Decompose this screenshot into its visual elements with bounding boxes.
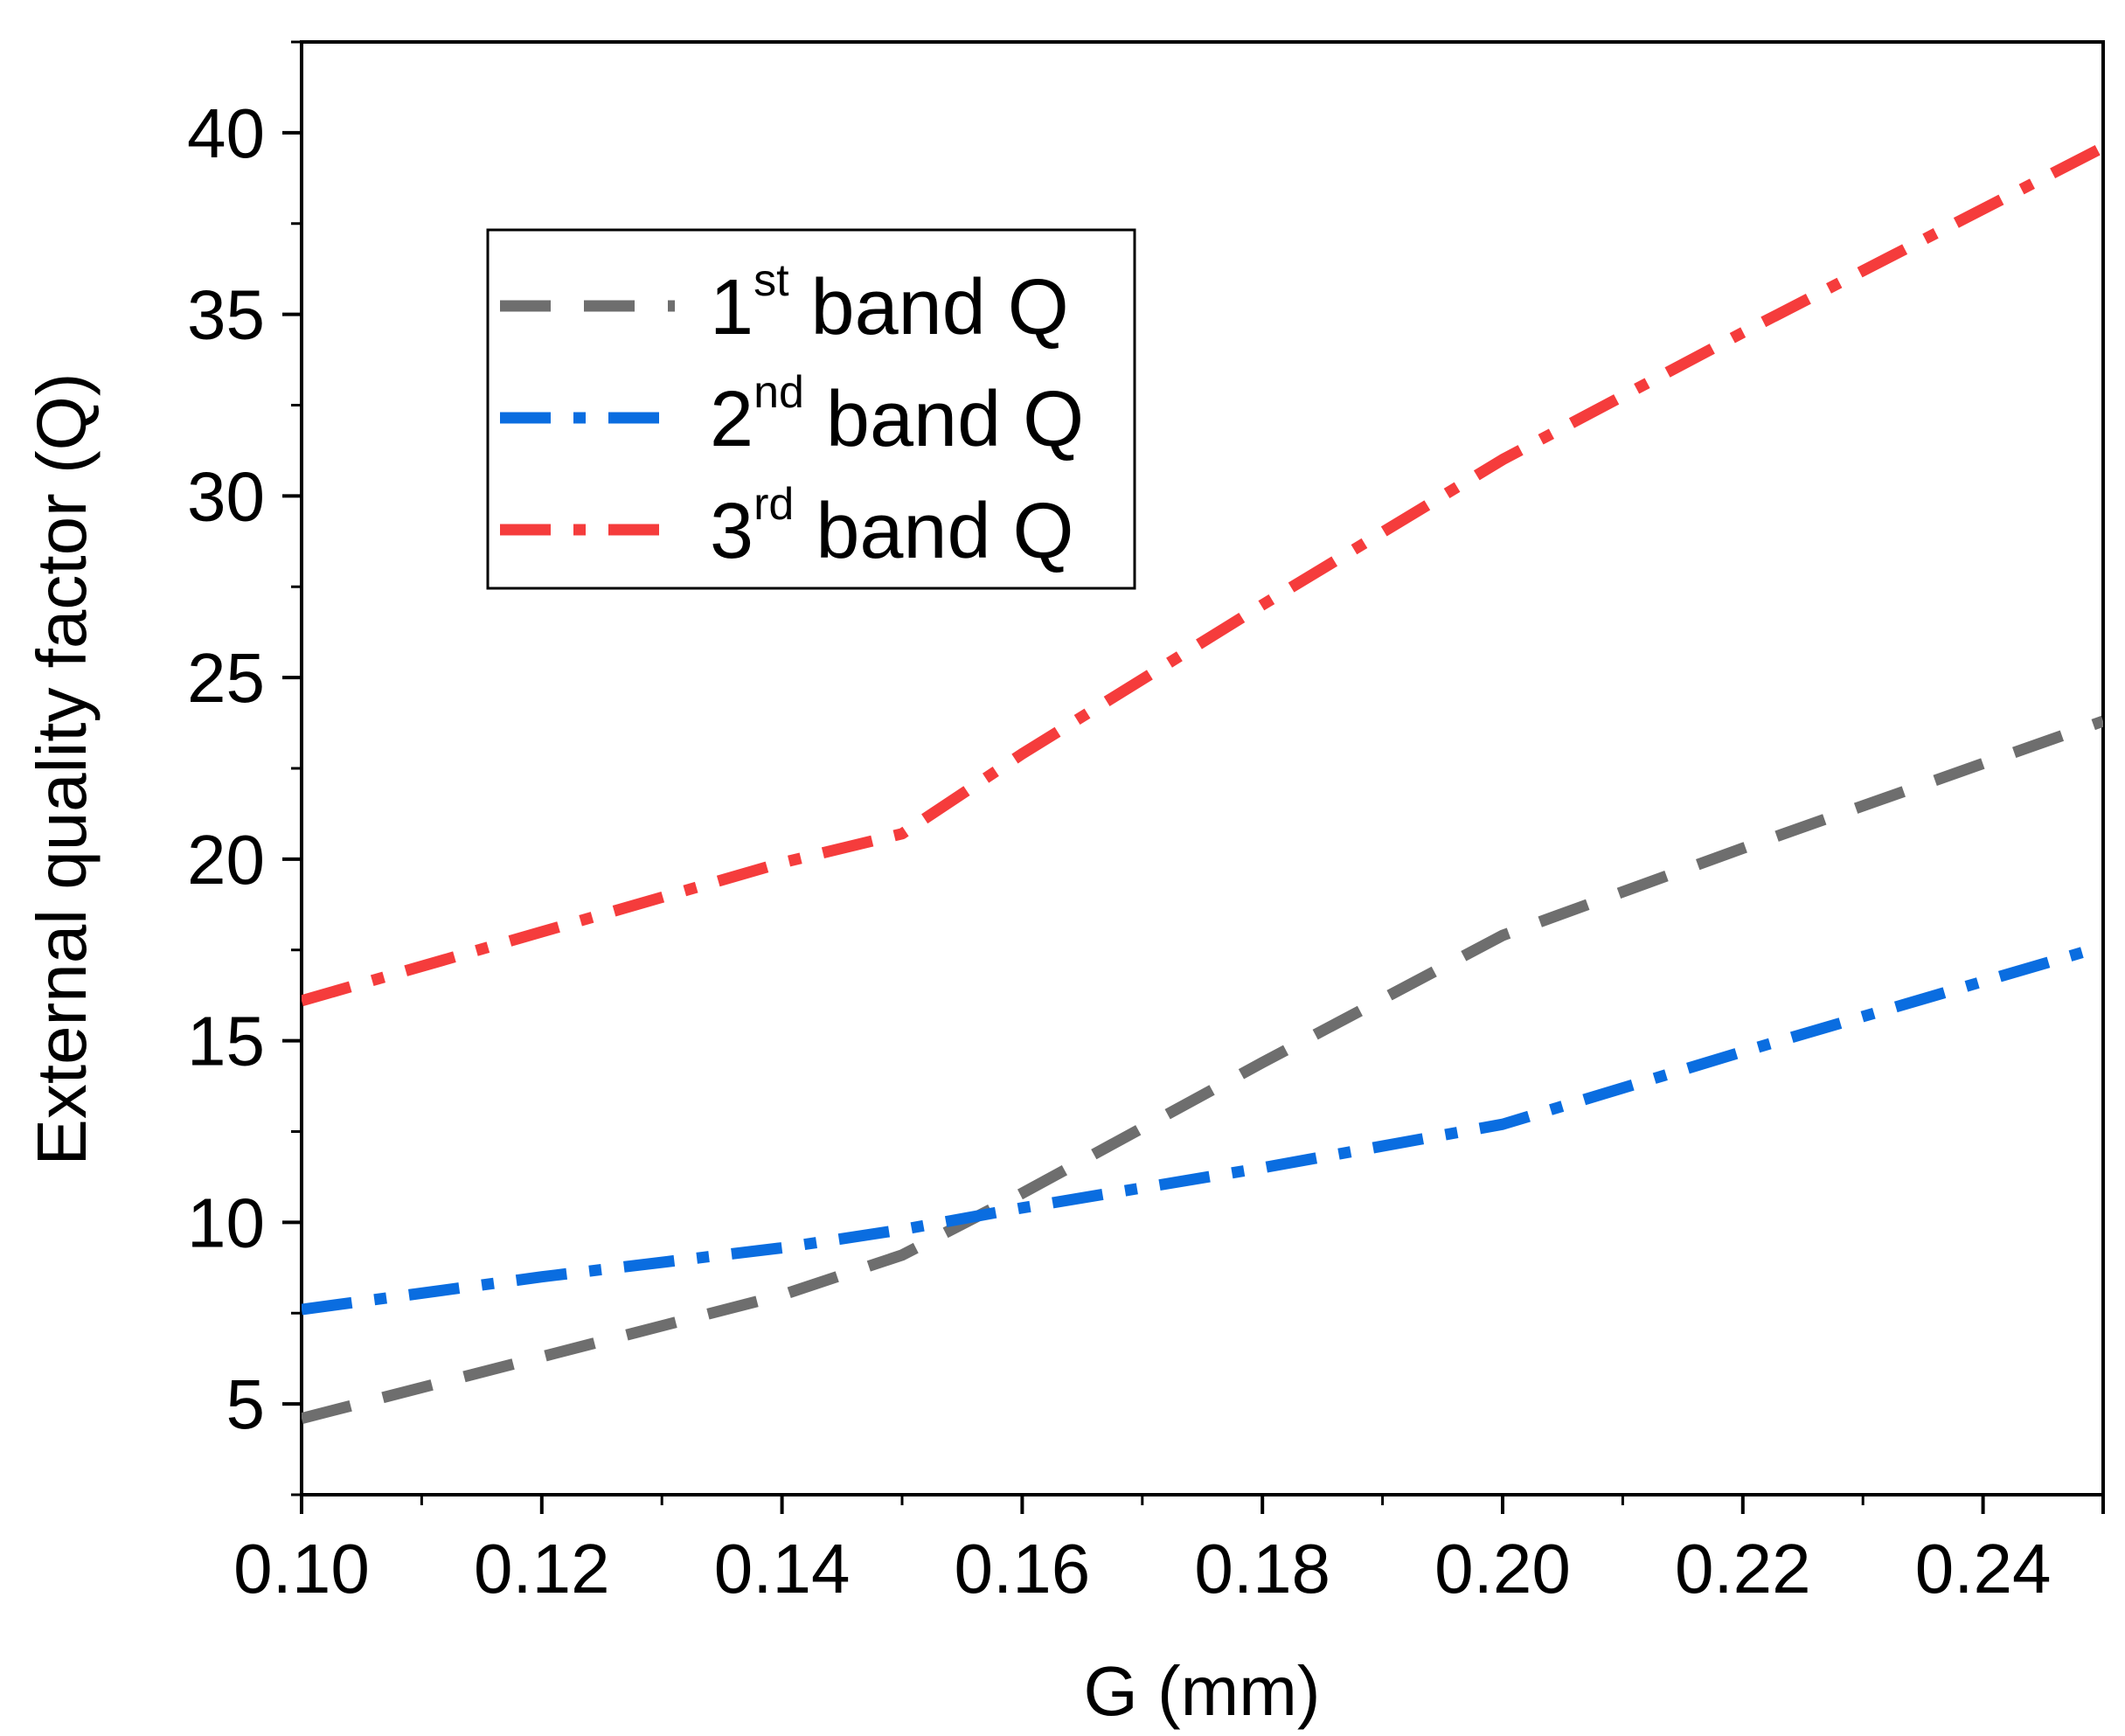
legend: 1st band Q 2nd band Q 3rd band Q	[486, 228, 1136, 590]
x-tick-label: 0.12	[474, 1530, 610, 1608]
y-tick-label: 40	[187, 94, 265, 172]
x-tick-label: 0.10	[233, 1530, 370, 1608]
legend-label: 1st band Q	[710, 255, 1069, 351]
y-axis-title: External quality factor (Q)	[23, 373, 101, 1166]
legend-label: 2nd band Q	[710, 367, 1084, 463]
y-tick-label: 25	[187, 639, 265, 717]
y-tick-label: 15	[187, 1003, 265, 1080]
x-tick-label: 0.14	[714, 1530, 851, 1608]
y-tick-label: 30	[187, 457, 265, 535]
series-line-2	[302, 941, 2103, 1316]
series-line-3	[302, 142, 2103, 1007]
series-layer	[302, 142, 2103, 1424]
x-tick-label: 0.20	[1434, 1530, 1571, 1608]
x-axis-title: G (mm)	[1083, 1652, 1320, 1730]
x-tick-label: 0.24	[1915, 1530, 2052, 1608]
y-axis-ticks: 5 10 15 20 25 30 35 40	[187, 40, 302, 1496]
x-tick-label: 0.18	[1194, 1530, 1330, 1608]
y-tick-label: 10	[187, 1184, 265, 1261]
series-line-1	[302, 715, 2103, 1424]
x-tick-label: 0.22	[1675, 1530, 1811, 1608]
legend-label: 3rd band Q	[710, 479, 1074, 575]
y-tick-label: 20	[187, 821, 265, 899]
y-tick-label: 35	[187, 276, 265, 354]
legend-box	[486, 228, 1136, 590]
x-tick-label: 0.16	[955, 1530, 1091, 1608]
y-tick-label: 5	[226, 1365, 266, 1443]
x-axis-ticks: 0.10 0.12 0.14 0.16 0.18 0.20 0.22 0.24	[233, 1495, 2105, 1608]
